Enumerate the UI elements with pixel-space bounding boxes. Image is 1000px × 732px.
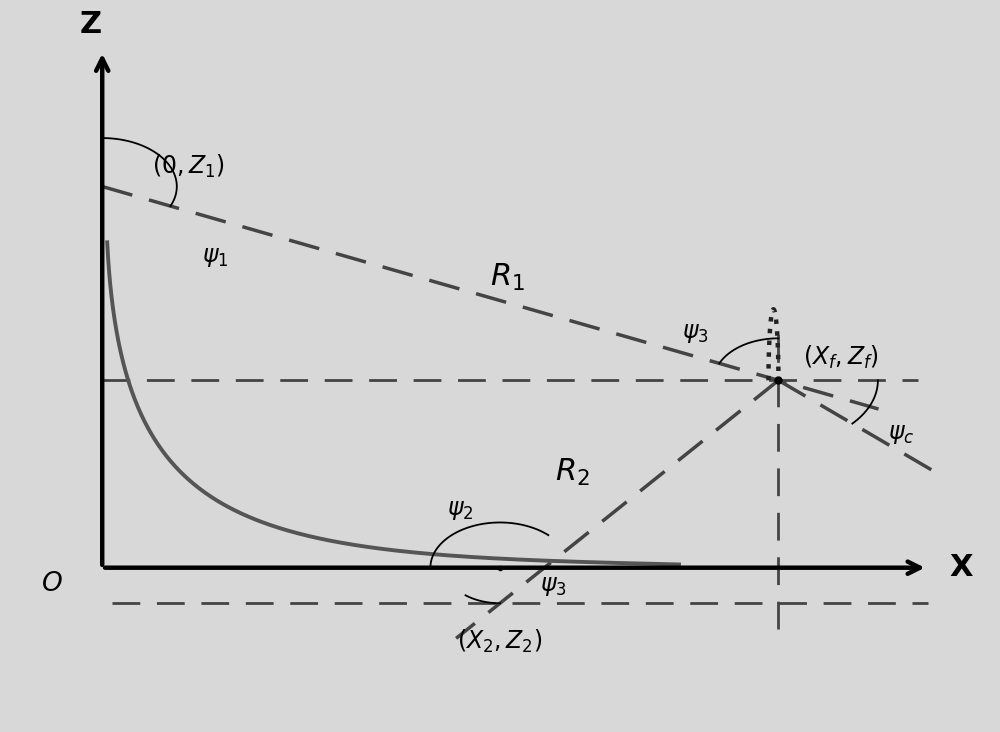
Text: Z: Z <box>79 10 101 40</box>
Text: $\psi_1$: $\psi_1$ <box>202 244 228 269</box>
Text: $R_1$: $R_1$ <box>490 261 525 293</box>
Text: $\psi_3$: $\psi_3$ <box>682 321 709 345</box>
Text: $(0,Z_1)$: $(0,Z_1)$ <box>152 153 225 180</box>
Text: $(X_f,Z_f)$: $(X_f,Z_f)$ <box>803 343 879 370</box>
Text: $R_2$: $R_2$ <box>555 457 590 488</box>
Text: X: X <box>949 553 973 582</box>
Text: $\psi_3$: $\psi_3$ <box>540 574 566 598</box>
Text: $\psi_c$: $\psi_c$ <box>888 422 914 447</box>
Text: $(X_2,Z_2)$: $(X_2,Z_2)$ <box>457 628 543 655</box>
Text: $\psi_2$: $\psi_2$ <box>447 498 473 523</box>
Text: O: O <box>42 571 63 597</box>
